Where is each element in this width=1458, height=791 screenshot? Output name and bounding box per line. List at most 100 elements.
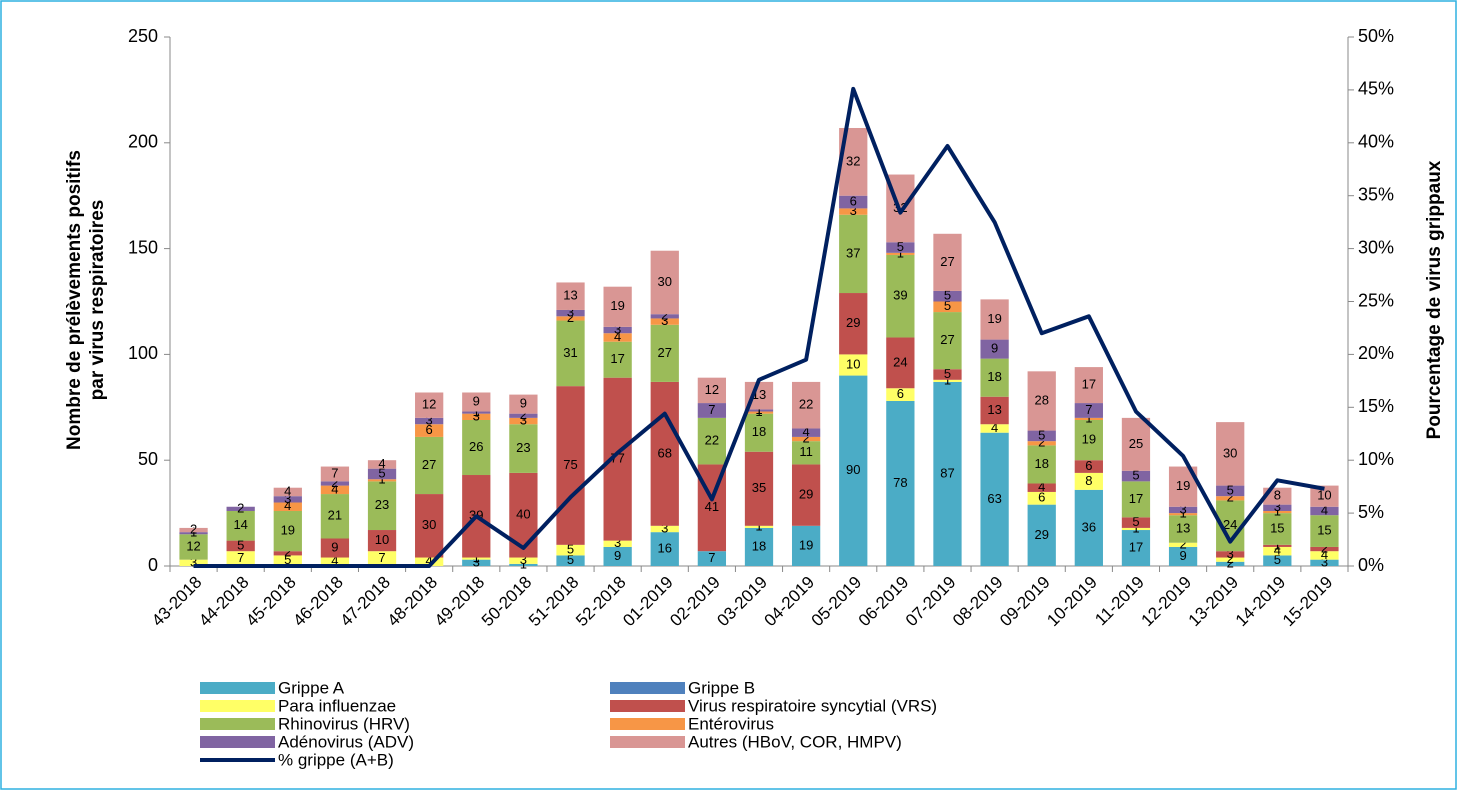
data-label: 27 bbox=[422, 457, 436, 472]
bar-segment bbox=[226, 551, 255, 566]
data-label: 25 bbox=[1129, 436, 1143, 451]
data-label: 24 bbox=[893, 354, 907, 369]
bar-segment bbox=[320, 494, 350, 539]
data-label: 9 bbox=[1179, 548, 1186, 563]
bar-segment bbox=[791, 428, 821, 437]
bar-segment bbox=[980, 396, 1009, 425]
data-label: 30 bbox=[658, 274, 672, 289]
data-label: 5 bbox=[237, 537, 244, 552]
bar-segment bbox=[1027, 504, 1056, 566]
data-label: 2 bbox=[331, 475, 338, 490]
data-label: 13 bbox=[987, 402, 1001, 417]
data-label: 5 bbox=[944, 298, 951, 313]
bar-segment bbox=[933, 233, 962, 291]
bar-segment bbox=[886, 388, 915, 401]
data-label: 75 bbox=[563, 457, 577, 472]
y2-tick-label: 15% bbox=[1358, 396, 1394, 416]
bar-segment bbox=[1027, 430, 1056, 442]
bar-segment bbox=[697, 417, 727, 465]
legend-swatch bbox=[610, 700, 685, 712]
data-label: 4 bbox=[331, 553, 338, 568]
data-label: 78 bbox=[893, 475, 907, 490]
data-label: 7 bbox=[708, 550, 715, 565]
bar-segment bbox=[367, 481, 397, 531]
bar-segment bbox=[650, 318, 679, 325]
bar-segment bbox=[744, 451, 774, 526]
data-label: 9 bbox=[331, 539, 338, 554]
data-label: 6 bbox=[1038, 490, 1045, 505]
bar-segment bbox=[415, 417, 444, 425]
data-label: 14 bbox=[233, 517, 247, 532]
bar-segment bbox=[179, 559, 208, 566]
bar-segment bbox=[509, 557, 538, 564]
data-label: 6 bbox=[1085, 458, 1092, 473]
bar-segment bbox=[603, 286, 632, 327]
bar-segment bbox=[697, 551, 727, 566]
data-label: 5 bbox=[378, 465, 385, 480]
bar-segment bbox=[839, 375, 868, 566]
data-label: 5 bbox=[1227, 482, 1234, 497]
data-label: 19 bbox=[610, 298, 624, 313]
data-label: 2 bbox=[1321, 541, 1328, 556]
bar-segment bbox=[1074, 419, 1103, 461]
data-label: 10 bbox=[1317, 488, 1331, 503]
legend-swatch bbox=[610, 682, 685, 694]
data-label: 4 bbox=[426, 553, 433, 568]
bar-segment bbox=[980, 424, 1009, 433]
bar-segment bbox=[1027, 445, 1056, 484]
bar-segment bbox=[1027, 441, 1056, 446]
bar-segment bbox=[367, 460, 397, 469]
bar-segment bbox=[226, 506, 255, 511]
data-label: 9 bbox=[473, 393, 480, 408]
legend-label: Entérovirus bbox=[688, 714, 774, 733]
data-label: 7 bbox=[378, 550, 385, 565]
bar-segment bbox=[744, 409, 774, 412]
data-label: 19 bbox=[1082, 432, 1096, 447]
bar-segment bbox=[462, 559, 491, 566]
y-tick-label: 50 bbox=[138, 449, 158, 469]
data-label: 17 bbox=[1129, 539, 1143, 554]
bar-segment bbox=[1263, 504, 1292, 511]
bar-segment bbox=[1121, 517, 1151, 528]
data-label: 3 bbox=[850, 203, 857, 218]
legend-label: Virus respiratoire syncytial (VRS) bbox=[688, 696, 937, 715]
bar-segment bbox=[886, 242, 915, 253]
data-label: 35 bbox=[752, 480, 766, 495]
bar-segment bbox=[1074, 472, 1103, 490]
data-label: 18 bbox=[752, 538, 766, 553]
data-label: 15 bbox=[1270, 520, 1284, 535]
data-label: 13 bbox=[563, 288, 577, 303]
y2-tick-label: 5% bbox=[1358, 502, 1384, 522]
data-label: 41 bbox=[705, 499, 719, 514]
bar-segment bbox=[650, 314, 679, 319]
bar-segment bbox=[1263, 510, 1292, 514]
bar-segment bbox=[1216, 557, 1245, 562]
data-label: 2 bbox=[661, 308, 668, 323]
bar-segment bbox=[462, 419, 491, 476]
data-label: 3 bbox=[520, 552, 527, 567]
bar-segment bbox=[462, 411, 491, 414]
bar-segment bbox=[1168, 542, 1198, 547]
bar-segment bbox=[556, 544, 585, 556]
bar-segment bbox=[791, 525, 821, 566]
bar-segment bbox=[933, 290, 962, 302]
legend-label: Grippe A bbox=[278, 678, 345, 697]
bar-segment bbox=[933, 312, 962, 370]
data-label: 2 bbox=[803, 430, 810, 445]
data-label: 3 bbox=[520, 412, 527, 427]
y-tick-label: 150 bbox=[128, 237, 158, 257]
data-label: 26 bbox=[469, 439, 483, 454]
data-label: 19 bbox=[799, 537, 813, 552]
bar-segment bbox=[367, 468, 397, 480]
data-label: 3 bbox=[284, 491, 291, 506]
data-label: 6 bbox=[897, 386, 904, 401]
data-label: 5 bbox=[1038, 427, 1045, 442]
data-label: 4 bbox=[803, 424, 810, 439]
legend-swatch bbox=[200, 718, 275, 730]
legend-swatch bbox=[200, 700, 275, 712]
data-label: 87 bbox=[940, 465, 954, 480]
bar-segment bbox=[1216, 496, 1245, 501]
data-label: 3 bbox=[661, 313, 668, 328]
data-label: 2 bbox=[1227, 490, 1234, 505]
